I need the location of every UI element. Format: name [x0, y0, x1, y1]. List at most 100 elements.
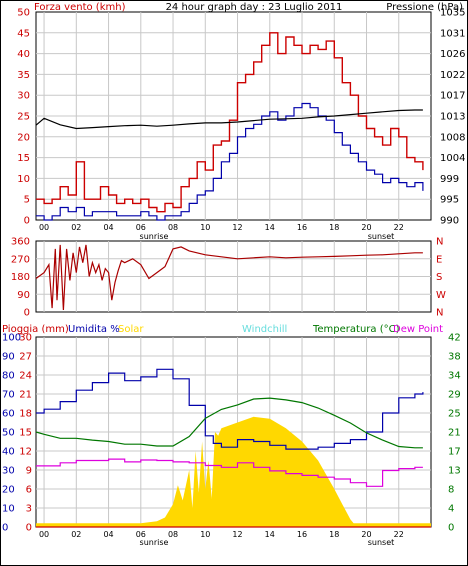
- dir-compass-2: S: [436, 272, 442, 283]
- temp-ytick-0: 0: [448, 523, 454, 534]
- humidity-ytick-4: 40: [2, 447, 15, 458]
- temp-ytick-7: 29: [448, 390, 461, 401]
- pressure-ytick-4: 1008: [440, 132, 465, 143]
- wind-panel-series: [35, 32, 424, 221]
- temp-ytick-5: 21: [448, 428, 461, 439]
- climate-xtick-22: 22: [394, 530, 404, 539]
- wind-xtick-06: 06: [136, 223, 146, 232]
- rain-ytick-1: 3: [26, 504, 32, 515]
- temp-ytick-6: 25: [448, 409, 461, 420]
- dewpoint-line: [36, 458, 423, 487]
- wind-ytick-10: 50: [17, 8, 30, 19]
- wind-xtick-16: 16: [297, 223, 307, 232]
- climate-panel-ticks: 0102030405060708090100036912151821242730…: [2, 333, 461, 540]
- wind-ytick-4: 20: [17, 132, 30, 143]
- rain-ytick-10: 30: [19, 333, 32, 344]
- wind-panel-ticks: 0510152025303540455099099599910041008101…: [17, 8, 465, 233]
- pressure-ytick-5: 1013: [440, 112, 465, 123]
- dir-compass-1: W: [436, 290, 446, 301]
- pressure-ytick-7: 1022: [440, 70, 465, 81]
- temp-ytick-2: 8: [448, 485, 454, 496]
- climate-xtick-18: 18: [329, 530, 339, 539]
- humidity-line: [36, 368, 424, 450]
- rain-ytick-7: 21: [19, 390, 32, 401]
- solar-area: [36, 416, 431, 527]
- climate-xtick-16: 16: [297, 530, 307, 539]
- wind-gust-line: [36, 32, 424, 213]
- temperature-label: Temperatura (°C): [312, 324, 400, 335]
- temp-ytick-3: 13: [448, 466, 461, 477]
- climate-xtick-00: 00: [39, 530, 49, 539]
- wind-ytick-9: 45: [17, 28, 30, 39]
- wind-axis-title: Forza vento (kmh): [34, 2, 126, 13]
- humidity-ytick-1: 10: [2, 504, 15, 515]
- temp-ytick-9: 38: [448, 352, 461, 363]
- dir-compass-4: N: [436, 237, 443, 248]
- pressure-ytick-9: 1031: [440, 28, 465, 39]
- pressure-ytick-2: 999: [440, 174, 459, 185]
- windchill-label: Windchill: [242, 324, 287, 335]
- sunset-label-2: sunset: [368, 538, 395, 547]
- sunset-label-1: sunset: [368, 232, 395, 241]
- pressure-ytick-1: 995: [440, 195, 459, 206]
- climate-xtick-10: 10: [200, 530, 210, 539]
- climate-panel-series: [35, 368, 431, 528]
- wind-xtick-08: 08: [168, 223, 178, 232]
- humidity-ytick-6: 60: [2, 409, 15, 420]
- humidity-ytick-0: 0: [2, 523, 8, 534]
- wind-ytick-2: 10: [17, 174, 30, 185]
- humidity-ytick-9: 90: [2, 352, 15, 363]
- humidity-ytick-5: 50: [2, 428, 15, 439]
- pressure-ytick-3: 1004: [440, 153, 465, 164]
- dir-ytick-1: 90: [17, 290, 30, 301]
- wind-xtick-14: 14: [265, 223, 275, 232]
- dir-ytick-2: 180: [11, 272, 30, 283]
- climate-xtick-12: 12: [232, 530, 242, 539]
- wind-ytick-3: 15: [17, 153, 30, 164]
- rain-ytick-6: 18: [19, 409, 32, 420]
- humidity-ytick-7: 70: [2, 390, 15, 401]
- wind-ytick-1: 5: [24, 195, 30, 206]
- pressure-ytick-0: 990: [440, 216, 459, 227]
- rain-ytick-0: 0: [26, 523, 32, 534]
- wind-panel-grid: [36, 12, 431, 220]
- temp-ytick-8: 34: [448, 371, 461, 382]
- wind-xtick-18: 18: [329, 223, 339, 232]
- climate-xtick-04: 04: [103, 530, 113, 539]
- humidity-ytick-3: 30: [2, 466, 15, 477]
- wind-ytick-6: 30: [17, 91, 30, 102]
- temp-ytick-4: 17: [448, 447, 461, 458]
- rain-label: Pioggia (mm): [2, 324, 69, 335]
- wind-ytick-5: 25: [17, 112, 30, 123]
- dir-ytick-0: 0: [24, 308, 30, 319]
- wind-xtick-02: 02: [71, 223, 81, 232]
- climate-xtick-14: 14: [265, 530, 275, 539]
- temperature-line: [35, 397, 423, 449]
- humidity-ytick-2: 20: [2, 485, 15, 496]
- humidity-label: Umidita %: [68, 324, 120, 335]
- dir-compass-3: E: [436, 254, 442, 265]
- wind-xtick-20: 20: [361, 223, 371, 232]
- temp-ytick-1: 4: [448, 504, 454, 515]
- wind-ytick-0: 0: [24, 216, 30, 227]
- dir-compass-0: N: [436, 308, 443, 319]
- solar-label: Solar: [118, 324, 144, 335]
- humidity-ytick-8: 80: [2, 371, 15, 382]
- rain-ytick-9: 27: [19, 352, 32, 363]
- graph-title: 24 hour graph day : 23 Luglio 2011: [166, 2, 343, 13]
- rain-ytick-4: 12: [19, 447, 32, 458]
- wind-xtick-00: 00: [39, 223, 49, 232]
- wind-ytick-8: 40: [17, 49, 30, 60]
- rain-ytick-8: 24: [19, 371, 32, 382]
- temp-ytick-10: 42: [448, 333, 461, 344]
- pressure-ytick-6: 1017: [440, 91, 465, 102]
- rain-ytick-3: 9: [26, 466, 32, 477]
- wind-xtick-22: 22: [394, 223, 404, 232]
- pressure-ytick-8: 1026: [440, 49, 465, 60]
- pressure-axis-title: Pressione (hPa): [386, 2, 463, 13]
- dir-ytick-3: 270: [11, 254, 30, 265]
- sunrise-label-2: sunrise: [140, 538, 169, 547]
- direction-panel-grid: [36, 241, 431, 312]
- pressure-ytick-10: 1035: [440, 8, 465, 19]
